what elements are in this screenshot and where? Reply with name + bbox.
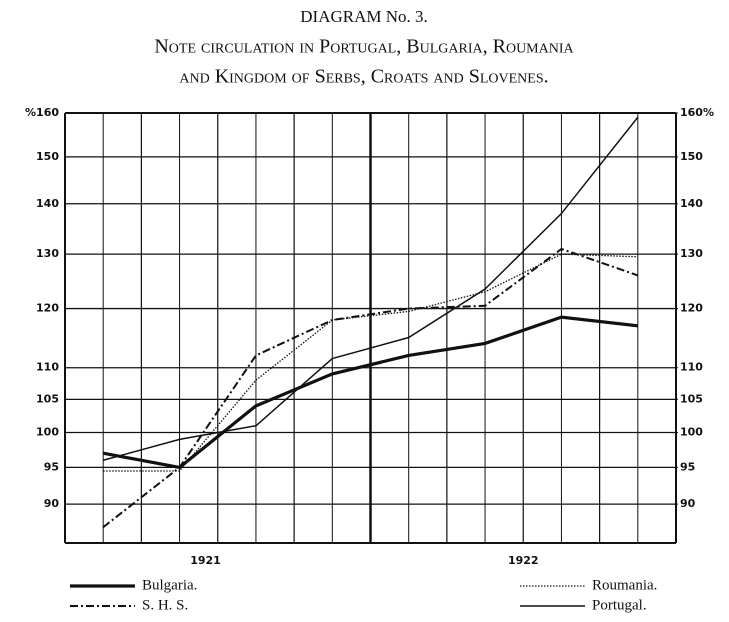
y2-tick-label: 160% [680,106,714,119]
y2-tick-label: 140 [680,197,703,210]
y-tick-label: 100 [36,426,59,439]
y-tick-label: 110 [36,361,59,374]
x-axis-label: 1921 [190,554,221,567]
y-tick-label: 105 [36,392,59,405]
x-axis-label: 1922 [508,554,539,567]
legend-label: S. H. S. [142,597,188,613]
chart-subtitle: Note circulation in Portugal, Bulgaria, … [154,36,574,58]
chart-subtitle: and Kingdom of Serbs, Croats and Slovene… [179,66,548,88]
y2-tick-label: 120 [680,302,703,315]
y-tick-label: %160 [25,106,59,119]
y-tick-label: 140 [36,197,59,210]
y2-tick-label: 110 [680,361,703,374]
series-line [102,247,639,528]
legend-label: Roumania. [592,577,657,593]
y2-tick-label: 105 [680,392,703,405]
y2-tick-label: 150 [680,150,703,163]
y-tick-label: 130 [36,247,59,260]
series-line [102,116,639,461]
y-tick-label: 150 [36,150,59,163]
y2-tick-label: 130 [680,247,703,260]
y2-tick-label: 90 [680,497,696,510]
legend-label: Bulgaria. [142,577,197,593]
y-tick-label: 120 [36,302,59,315]
chart-title: DIAGRAM No. 3. [300,7,428,26]
y2-tick-label: 100 [680,426,703,439]
y2-tick-label: 95 [680,460,695,473]
series-line [103,253,638,472]
legend-label: Portugal. [592,597,647,613]
y-tick-label: 90 [44,497,60,510]
series-line [102,315,638,470]
y-tick-label: 95 [44,460,59,473]
